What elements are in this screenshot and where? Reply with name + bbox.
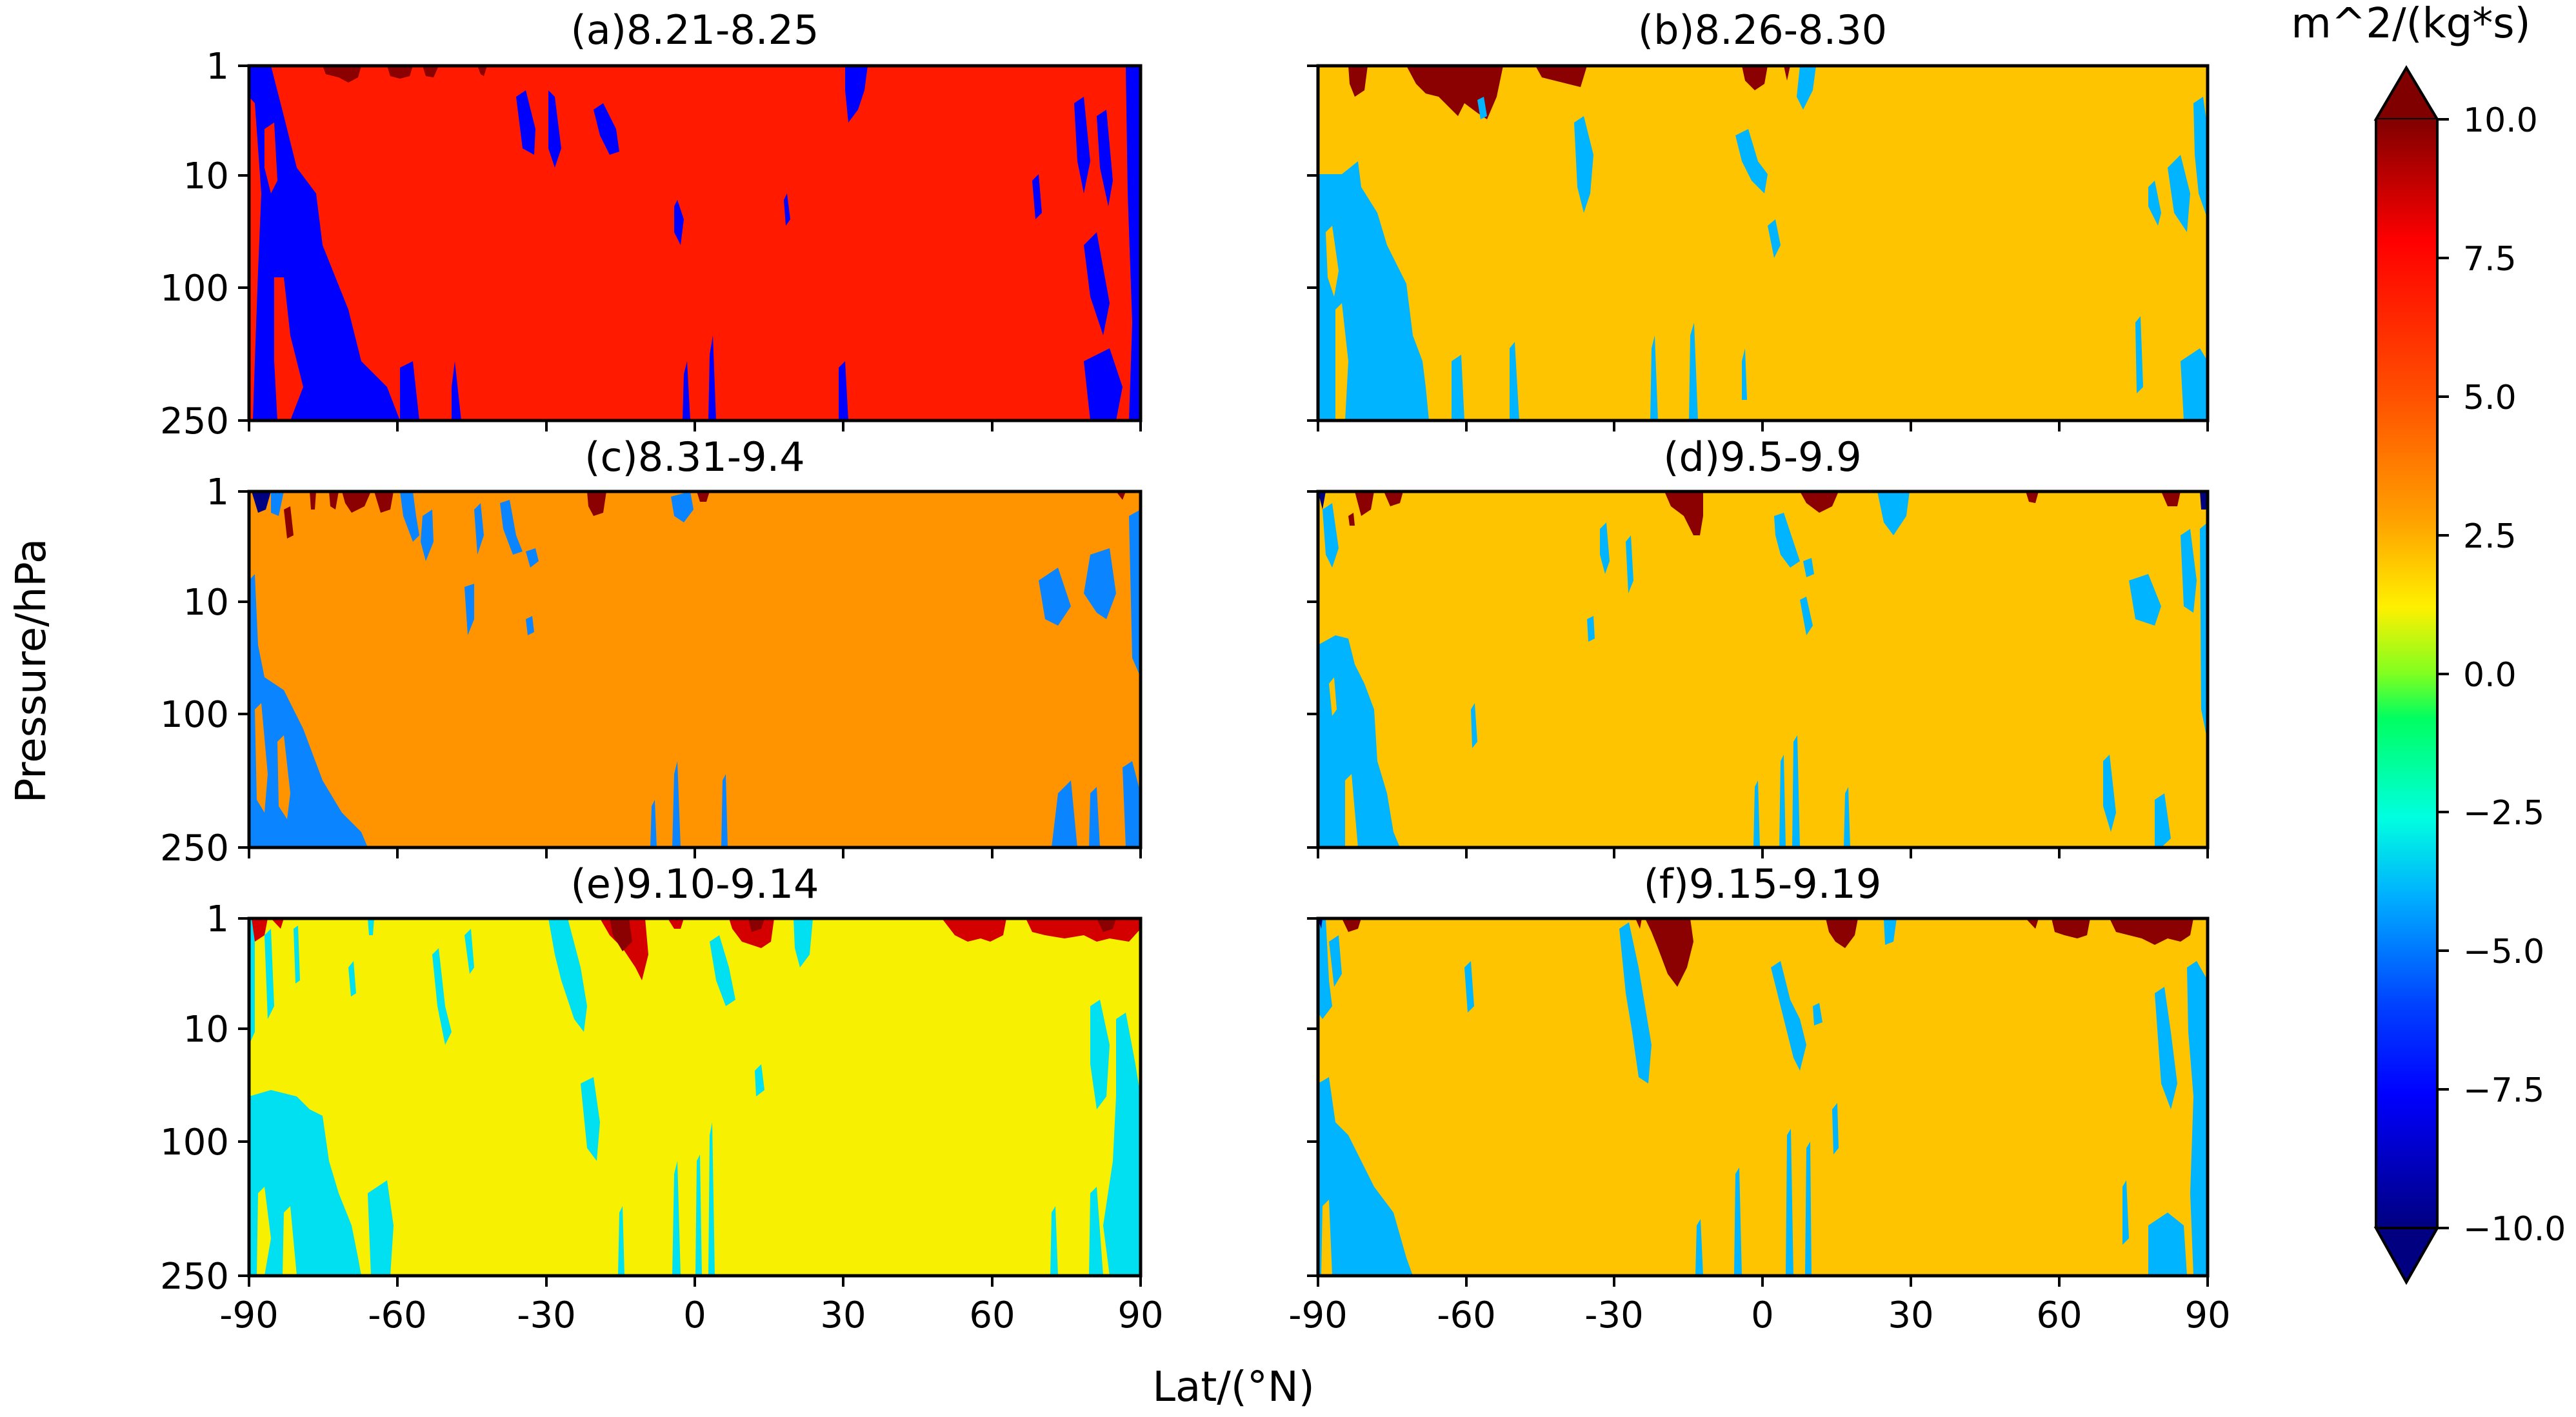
svg-text:100: 100 (160, 268, 229, 310)
svg-text:−7.5: −7.5 (2463, 1071, 2544, 1110)
svg-text:250: 250 (160, 1256, 229, 1298)
svg-text:1: 1 (206, 471, 229, 513)
svg-text:60: 60 (2036, 1294, 2082, 1336)
svg-text:-30: -30 (517, 1294, 575, 1336)
svg-text:-60: -60 (1437, 1294, 1495, 1336)
svg-text:1: 1 (206, 898, 229, 940)
svg-text:10: 10 (183, 1009, 229, 1051)
panel-c: (c)8.31-9.4 (247, 433, 1143, 849)
panel-b: (b)8.26-8.30 (1316, 6, 2210, 422)
y-tick-labels: 1 10 100 250 1 10 100 250 1 10 100 250 (160, 46, 229, 1298)
svg-text:10: 10 (183, 155, 229, 197)
colorbar-extend-min (2373, 1227, 2440, 1285)
svg-text:100: 100 (160, 694, 229, 736)
panel-a: (a)8.21-8.25 (247, 6, 1143, 422)
colorbar-gradient (2376, 119, 2437, 1228)
y-axis-right-ticks (1307, 64, 1318, 1277)
svg-text:250: 250 (160, 401, 229, 442)
panel-title: (c)8.31-9.4 (584, 433, 804, 481)
svg-text:0: 0 (683, 1294, 706, 1336)
svg-text:10: 10 (183, 582, 229, 624)
colorbar: m^2/(kg*s) 10.0 7.5 5.0 2.5 0.0 −2.5 −5.… (2291, 0, 2566, 1285)
svg-text:−5.0: −5.0 (2463, 933, 2544, 971)
svg-text:-90: -90 (219, 1294, 278, 1336)
panel-e: (e)9.10-9.14 (247, 860, 1143, 1278)
svg-text:-30: -30 (1584, 1294, 1643, 1336)
panel-title: (e)9.10-9.14 (571, 860, 819, 907)
contour-field (1318, 491, 2208, 847)
contour-field (249, 66, 1141, 421)
contour-field (249, 918, 1141, 1276)
panel-d: (d)9.5-9.9 (1316, 433, 2210, 849)
panel-title: (f)9.15-9.19 (1644, 860, 1882, 907)
colorbar-extend-max (2373, 65, 2440, 121)
svg-text:−10.0: −10.0 (2463, 1210, 2566, 1249)
y-axis-label: Pressure/hPa (8, 539, 55, 803)
svg-text:0.0: 0.0 (2463, 656, 2517, 695)
colorbar-label: m^2/(kg*s) (2291, 0, 2530, 48)
contour-field (1318, 918, 2208, 1276)
y-axis-left (238, 64, 249, 1277)
panel-title: (b)8.26-8.30 (1638, 6, 1887, 54)
panel-title: (a)8.21-8.25 (571, 6, 819, 54)
svg-text:2.5: 2.5 (2463, 517, 2517, 556)
svg-text:0: 0 (1751, 1294, 1774, 1336)
x-axis-ticks (248, 421, 2209, 1287)
svg-text:-90: -90 (1288, 1294, 1347, 1336)
svg-text:100: 100 (160, 1122, 229, 1164)
svg-text:90: 90 (1117, 1294, 1163, 1336)
svg-text:−2.5: −2.5 (2463, 794, 2544, 833)
svg-text:5.0: 5.0 (2463, 379, 2517, 417)
x-tick-labels-left: -90 -60 -30 0 30 60 90 (219, 1294, 1163, 1336)
svg-text:60: 60 (969, 1294, 1015, 1336)
svg-text:-60: -60 (368, 1294, 426, 1336)
svg-text:90: 90 (2184, 1294, 2230, 1336)
x-tick-labels-right: -90 -60 -30 0 30 60 90 (1288, 1294, 2230, 1336)
panel-f: (f)9.15-9.19 (1316, 860, 2210, 1278)
svg-text:10.0: 10.0 (2463, 101, 2538, 140)
x-axis-label: Lat/(°N) (1152, 1363, 1314, 1411)
contour-field (249, 491, 1141, 847)
svg-text:30: 30 (1888, 1294, 1933, 1336)
contour-field (1318, 66, 2208, 421)
svg-text:250: 250 (160, 827, 229, 869)
svg-text:7.5: 7.5 (2463, 240, 2517, 279)
svg-text:1: 1 (206, 46, 229, 88)
panel-title: (d)9.5-9.9 (1663, 433, 1861, 481)
svg-text:30: 30 (820, 1294, 866, 1336)
